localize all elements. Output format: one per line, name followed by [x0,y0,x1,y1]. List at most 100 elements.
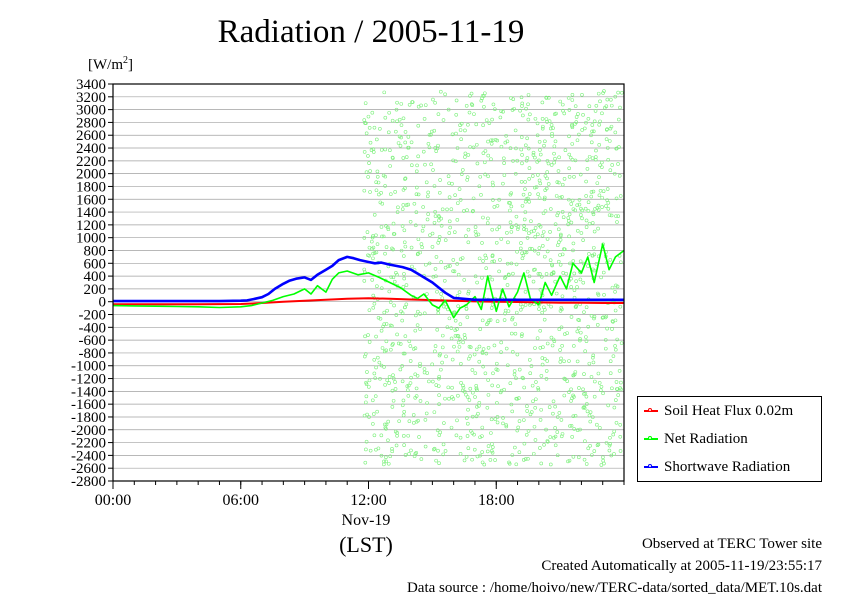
noise-point [377,192,381,197]
noise-point [569,202,574,206]
noise-point [478,435,482,440]
noise-point [465,395,470,399]
noise-point [566,222,570,227]
noise-point [602,89,606,93]
noise-point [540,310,544,315]
noise-point [543,174,548,178]
noise-point [516,225,521,229]
noise-point [533,155,537,160]
noise-point [520,251,524,256]
noise-point [413,372,418,377]
noise-point [423,418,428,422]
noise-point [486,139,490,144]
noise-point [592,119,597,124]
noise-point [413,452,418,456]
noise-point [405,384,410,389]
noise-point [527,200,531,204]
noise-point [400,224,405,228]
noise-point [599,388,603,393]
noise-point [436,112,441,116]
noise-point [542,197,547,202]
noise-point [529,410,534,414]
noise-point [366,333,370,337]
noise-point [524,432,529,437]
noise-point [598,99,602,104]
noise-point [404,283,409,287]
noise-point [402,272,406,276]
noise-point [549,163,554,167]
noise-point [609,124,614,129]
noise-point [447,181,451,186]
noise-point [603,315,608,320]
legend-item-soil-heat-flux: Soil Heat Flux 0.02m [644,401,793,421]
noise-point [548,126,553,131]
noise-point [610,319,615,323]
noise-point [522,217,527,222]
noise-point [563,332,567,336]
noise-point [379,453,384,458]
noise-point [580,128,584,132]
noise-point [617,174,622,178]
noise-point [390,449,395,454]
noise-point [409,375,413,380]
noise-point [584,194,588,198]
noise-point [474,347,479,352]
noise-point [541,345,545,350]
noise-point [572,344,576,348]
noise-point [466,227,471,232]
noise-point [375,284,379,288]
noise-point [379,286,384,291]
noise-point [481,364,485,369]
noise-point [495,227,499,232]
noise-point [485,449,490,454]
noise-point [391,376,396,381]
noise-point [538,346,543,350]
noise-point [362,354,367,359]
noise-point [486,393,491,397]
noise-point [480,350,485,354]
noise-point [509,191,514,195]
noise-point [394,443,399,448]
noise-point [589,375,594,379]
noise-point [494,240,499,245]
noise-point [486,153,491,158]
noise-point [437,461,441,466]
noise-point [416,123,421,128]
noise-point [566,96,571,100]
noise-point [576,317,580,322]
noise-point [428,233,432,237]
noise-point [581,113,585,117]
noise-point [414,451,419,455]
noise-point [613,130,618,135]
noise-point [535,336,540,340]
noise-point [399,309,403,314]
noise-point [450,357,455,362]
noise-point [526,102,530,107]
noise-point [592,252,597,257]
noise-point [433,344,438,348]
noise-point [364,394,369,399]
noise-point [611,432,616,437]
noise-point [420,245,424,250]
noise-point [607,139,612,143]
noise-point [430,129,434,134]
noise-point [419,103,423,108]
noise-point [547,95,551,100]
noise-point [364,447,368,452]
noise-point [382,90,387,95]
noise-point [480,434,484,438]
noise-point [374,188,379,193]
noise-point [522,227,526,231]
noise-point [540,126,545,131]
noise-point [453,193,457,197]
noise-point [595,323,600,327]
noise-point [414,192,419,196]
x-tick-label: 06:00 [223,492,259,509]
noise-point [395,272,399,277]
y-tick-label: -1000 [71,359,106,375]
noise-point [466,446,471,451]
noise-point [542,317,547,322]
noise-point [479,98,484,103]
noise-point [582,372,586,376]
noise-point [543,209,548,213]
